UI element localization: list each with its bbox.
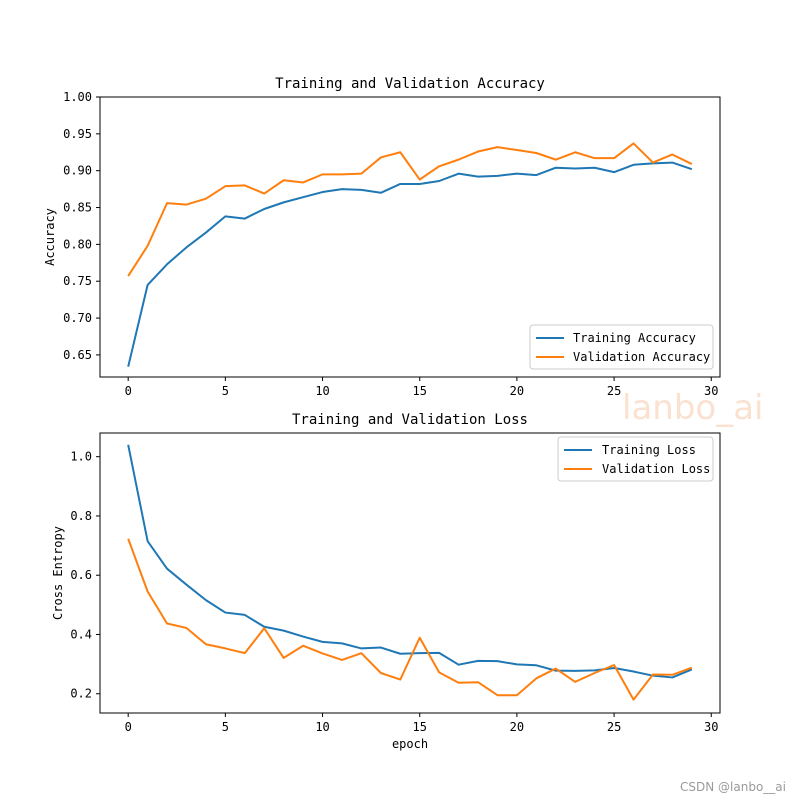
x-tick-label: 20 xyxy=(510,720,524,734)
y-tick-label: 0.90 xyxy=(63,164,92,178)
x-tick-label: 0 xyxy=(125,720,132,734)
x-tick-label: 20 xyxy=(510,384,524,398)
y-axis-label: Cross Entropy xyxy=(51,526,65,620)
series-line-training-loss xyxy=(127,444,693,679)
plot-area: 0 5 10 15 20 25 30 0.65 0.70 0.75 0.80 0.85 0.90 0.95… xyxy=(63,90,718,398)
axes-frame xyxy=(99,432,721,714)
x-tick-label: 5 xyxy=(222,720,229,734)
y-tick-label: 0.70 xyxy=(63,311,92,325)
plot-area: 0 5 10 15 20 25 30 0.2 0.4 0.6 0.8 1.0 xyxy=(70,444,718,734)
y-tick-label: 1.0 xyxy=(70,450,92,464)
y-tick-label: 0.80 xyxy=(63,237,92,251)
x-tick-label: 10 xyxy=(315,384,329,398)
accuracy-chart: Training and Validation Accuracy Accurac… xyxy=(43,76,721,398)
legend-label-training-accuracy: Training Accuracy xyxy=(573,331,696,345)
y-tick-label: 0.65 xyxy=(63,348,92,362)
credit-text: CSDN @lanbo__ai xyxy=(680,780,786,794)
x-tick-label: 30 xyxy=(704,720,718,734)
loss-chart: Training and Validation Loss Cross Entro… xyxy=(51,412,721,751)
y-tick-label: 0.2 xyxy=(70,687,92,701)
x-tick-label: 30 xyxy=(704,384,718,398)
series-line-validation-loss xyxy=(127,538,693,701)
legend-label-validation-accuracy: Validation Accuracy xyxy=(573,350,710,364)
watermark: lanbo_ai xyxy=(622,388,764,428)
x-tick-label: 5 xyxy=(222,384,229,398)
y-tick-label: 0.85 xyxy=(63,201,92,215)
chart-title: Training and Validation Loss xyxy=(292,412,528,428)
y-tick-label: 0.75 xyxy=(63,274,92,288)
legend-box xyxy=(529,324,714,370)
x-tick-label: 0 xyxy=(125,384,132,398)
x-tick-label: 25 xyxy=(607,384,621,398)
legend: Training Accuracy Validation Accuracy xyxy=(529,324,714,370)
x-tick-label: 10 xyxy=(315,720,329,734)
series-line-training-accuracy xyxy=(127,161,693,367)
x-tick-label: 25 xyxy=(607,720,621,734)
y-tick-label: 1.00 xyxy=(63,90,92,104)
y-tick-label: 0.6 xyxy=(70,568,92,582)
series-line-validation-accuracy xyxy=(127,142,693,277)
x-tick-label: 15 xyxy=(412,384,426,398)
y-tick-label: 0.4 xyxy=(70,627,92,641)
axes-frame xyxy=(99,96,721,378)
legend-box xyxy=(557,436,714,482)
y-tick-label: 0.8 xyxy=(70,509,92,523)
chart-title: Training and Validation Accuracy xyxy=(275,76,545,92)
y-axis-label: Accuracy xyxy=(43,208,57,266)
x-axis-label: epoch xyxy=(392,737,428,751)
x-tick-label: 15 xyxy=(412,720,426,734)
y-tick-label: 0.95 xyxy=(63,127,92,141)
legend: Training Loss Validation Loss xyxy=(557,436,714,482)
legend-label-training-loss: Training Loss xyxy=(602,443,696,457)
legend-label-validation-loss: Validation Loss xyxy=(602,462,710,476)
